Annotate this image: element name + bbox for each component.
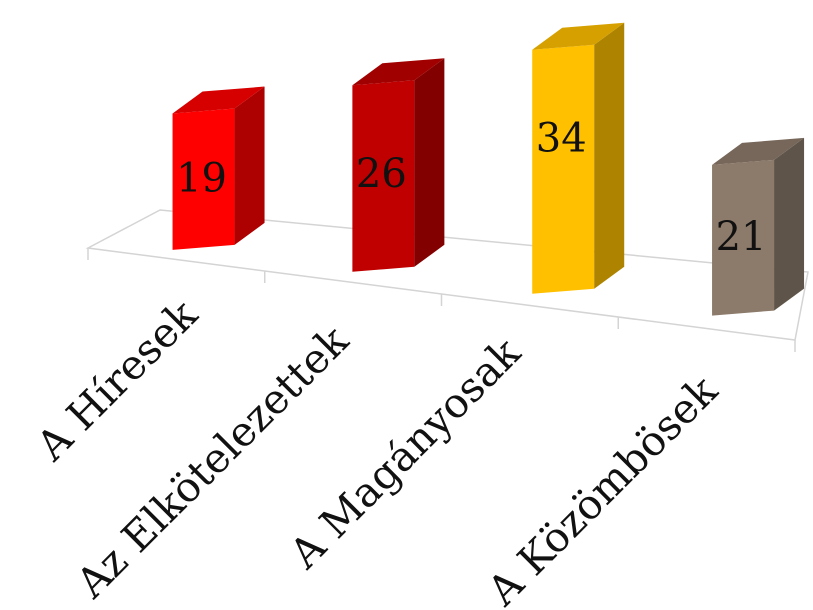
- bar-front-face: [532, 44, 595, 294]
- bar-3: [532, 22, 625, 294]
- bar-front-face: [712, 159, 775, 316]
- category-label: A Közömbösek: [478, 366, 728, 610]
- data-label: 19: [176, 156, 227, 202]
- bar-top-face: [352, 58, 445, 86]
- bar-side-face: [594, 22, 625, 289]
- bar-2: [352, 58, 445, 272]
- bar-4: [712, 137, 805, 316]
- bar-side-face: [414, 58, 445, 267]
- bar-front-face: [352, 80, 415, 272]
- data-label: 34: [536, 116, 587, 162]
- bar-side-face: [774, 137, 805, 311]
- bar-front-face: [172, 108, 235, 250]
- category-label: A Híresek: [27, 290, 208, 471]
- bar-top-face: [712, 137, 805, 165]
- bar-side-face: [234, 86, 265, 245]
- bar-top-face: [532, 22, 625, 50]
- bar-1: [172, 86, 265, 250]
- data-label: 26: [356, 151, 407, 197]
- bar-top-face: [172, 86, 265, 114]
- data-label: 21: [716, 214, 767, 260]
